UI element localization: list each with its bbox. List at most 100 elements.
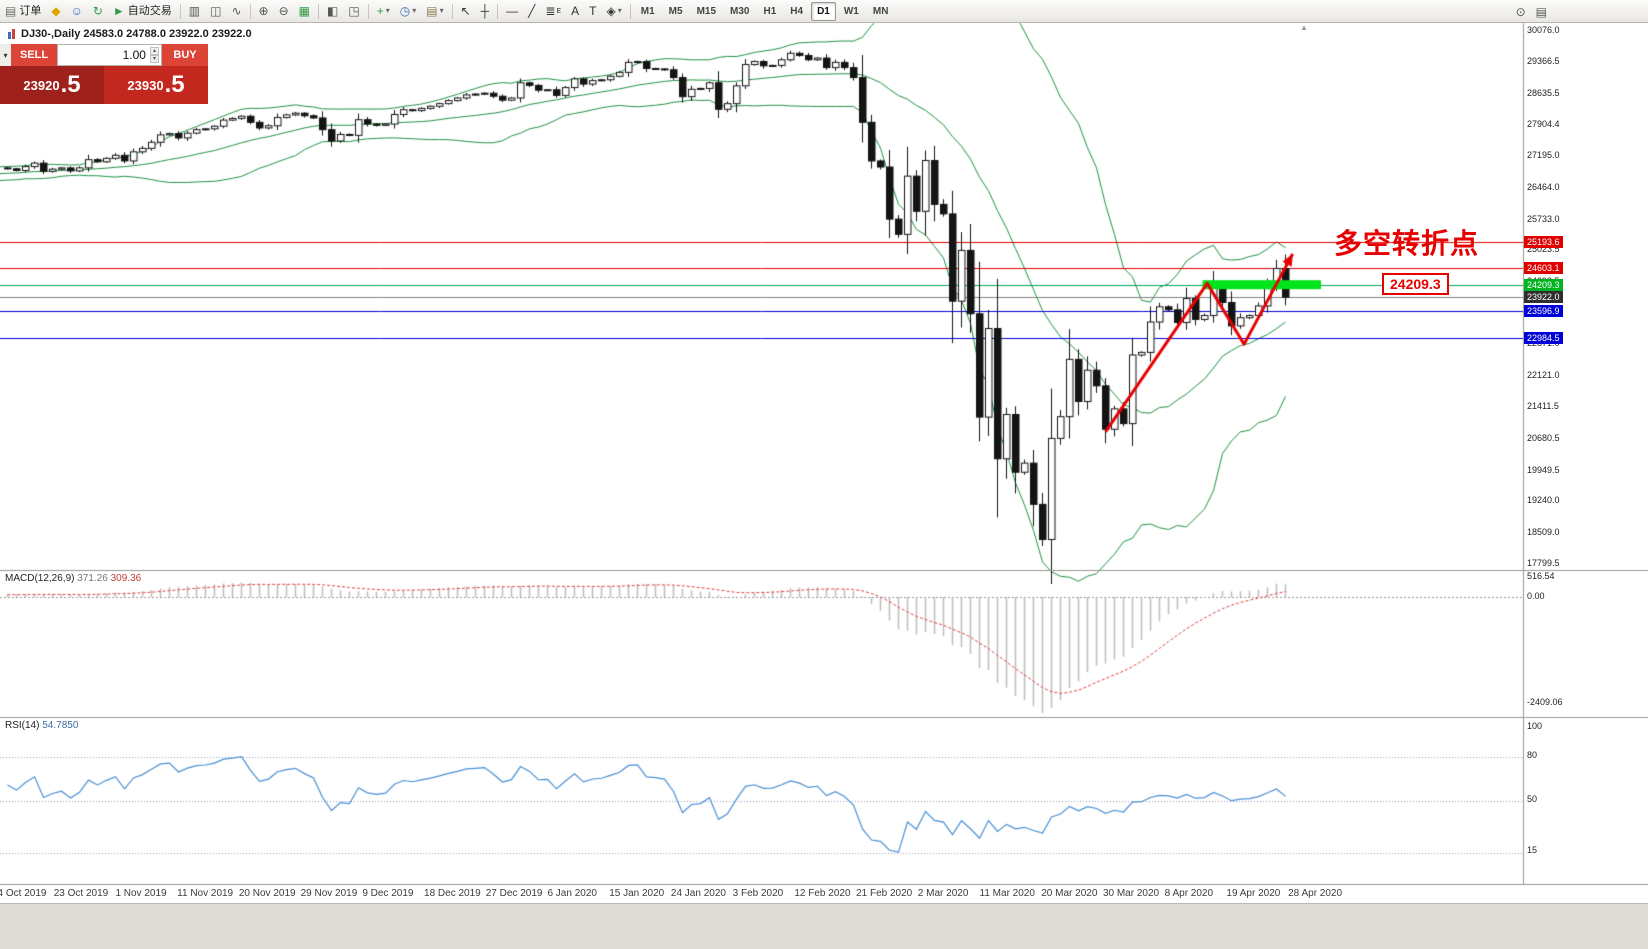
date-axis-label: 2 Mar 2020 xyxy=(917,888,969,899)
timeframe-mn-button[interactable]: MN xyxy=(872,5,889,17)
price-axis-tick: 19949.5 xyxy=(1527,464,1560,475)
arrange-windows-button[interactable]: ◧ xyxy=(323,1,342,22)
zoom-out-button[interactable]: ⊖ xyxy=(275,1,293,22)
cursor-icon: ↖ xyxy=(460,4,471,18)
line-chart-icon: ∿ xyxy=(231,4,242,18)
order-doc-icon: ▤ xyxy=(5,4,17,18)
timeframe-h1-button[interactable]: H1 xyxy=(763,5,777,17)
date-axis-label: 21 Feb 2020 xyxy=(856,888,913,899)
rsi-indicator-label: RSI(14) 54.7850 xyxy=(5,720,78,731)
timeframe-m15-button[interactable]: M15 xyxy=(696,5,717,17)
workspace-icon: ▤ xyxy=(1535,4,1547,19)
market-watch-button[interactable]: ◆ xyxy=(47,1,64,22)
date-axis-label: 19 Apr 2020 xyxy=(1226,888,1281,899)
text-tool-button[interactable]: A xyxy=(567,1,583,22)
label-icon: T xyxy=(589,4,597,18)
workspace-button[interactable]: ▤ xyxy=(1532,1,1551,22)
refresh-icon: ↻ xyxy=(92,4,103,18)
cascade-windows-button[interactable]: ◳ xyxy=(344,1,363,22)
timeframe-h4-button[interactable]: H4 xyxy=(790,5,804,17)
toolbar-separator xyxy=(367,3,369,19)
horizontal-line-button[interactable]: — xyxy=(502,1,522,22)
timeframe-m5-button[interactable]: M5 xyxy=(668,5,683,17)
horizontal-line-icon: — xyxy=(506,4,519,18)
period-button[interactable]: ◷ ▾ xyxy=(396,1,421,22)
toolbar-separator xyxy=(451,3,453,19)
price-axis-tick: 22121.0 xyxy=(1527,370,1560,381)
tile-windows-button[interactable]: ▦ xyxy=(295,1,314,22)
price-level-label[interactable]: 24209.3 xyxy=(1524,278,1563,291)
play-icon: ► xyxy=(112,4,125,18)
date-axis-label: 3 Feb 2020 xyxy=(732,888,784,899)
price-level-label[interactable]: 25193.6 xyxy=(1524,235,1563,248)
add-indicator-button[interactable]: + ▾ xyxy=(373,1,394,22)
price-axis-tick: 17799.5 xyxy=(1527,558,1560,568)
refresh-button[interactable]: ↻ xyxy=(89,1,107,22)
shapes-button[interactable]: ◈ ▾ xyxy=(603,1,626,22)
trendline-button[interactable]: ╱ xyxy=(524,1,539,22)
one-click-trading-panel: ▾ SELL 1.00 ▴ ▾ BUY 23920.5 23930.5 xyxy=(0,44,208,104)
buy-price-main: 23930 xyxy=(127,77,164,93)
zoom-in-button[interactable]: ⊕ xyxy=(255,1,273,22)
new-order-button[interactable]: ▤ 订单 xyxy=(1,1,45,22)
rsi-value: 54.7850 xyxy=(42,720,79,731)
sell-price-button[interactable]: 23920.5 xyxy=(0,66,104,104)
price-level-label[interactable]: 24603.1 xyxy=(1524,261,1563,274)
date-axis-label: 15 Jan 2020 xyxy=(609,888,665,899)
date-axis-label: 14 Oct 2019 xyxy=(0,888,47,899)
auto-trading-button-label: 自动交易 xyxy=(127,4,172,17)
timeframe-m1-button[interactable]: M1 xyxy=(640,5,655,17)
volume-down-icon[interactable]: ▾ xyxy=(149,55,159,63)
macd-indicator-label: MACD(12,26,9) 371.26 309.36 xyxy=(5,573,141,584)
price-level-label[interactable]: 23922.0 xyxy=(1524,291,1563,304)
label-tool-button[interactable]: T xyxy=(585,1,600,22)
timeframe-w1-button[interactable]: W1 xyxy=(843,5,859,17)
crosshair-button[interactable]: ┼ xyxy=(477,1,494,22)
clock-icon: ◷ xyxy=(399,4,411,18)
timeframe-m30-button[interactable]: M30 xyxy=(730,5,750,17)
macd-axis-label: 0.00 xyxy=(1527,591,1545,601)
zoom-out-icon: ⊖ xyxy=(278,4,289,18)
line-chart-button[interactable]: ∿ xyxy=(227,1,245,22)
date-axis-label: 23 Oct 2019 xyxy=(53,888,109,899)
bar-chart-button[interactable]: ▥ xyxy=(185,1,204,22)
macd-signal-value: 309.36 xyxy=(110,573,142,584)
toolbar-separator xyxy=(179,3,181,19)
date-axis-label: 1 Nov 2019 xyxy=(115,888,167,899)
search-button[interactable]: ⊙ xyxy=(1512,1,1530,22)
volume-input[interactable]: 1.00 ▴ ▾ xyxy=(57,44,162,66)
date-axis-label: 11 Nov 2019 xyxy=(177,888,234,899)
price-axis-tick: 25023.5 xyxy=(1527,244,1560,255)
candlestick-chart-button[interactable]: ◫ xyxy=(206,1,225,22)
sell-button[interactable]: SELL xyxy=(11,44,57,66)
price-axis-tick: 29366.5 xyxy=(1527,55,1560,66)
auto-trading-button[interactable]: ► 自动交易 xyxy=(109,1,176,22)
collapse-panel-icon[interactable]: ▾ xyxy=(0,44,11,66)
cursor-button[interactable]: ↖ xyxy=(457,1,475,22)
chart-shift-marker[interactable]: ▲ xyxy=(1300,23,1308,32)
chevron-down-icon: ▾ xyxy=(617,6,622,15)
date-axis-label: 8 Apr 2020 xyxy=(1164,888,1214,899)
date-axis-label: 12 Feb 2020 xyxy=(794,888,851,899)
price-level-label[interactable]: 23596.9 xyxy=(1524,305,1563,318)
profile-button[interactable]: ☺ xyxy=(67,1,87,22)
price-axis-tick: 26464.0 xyxy=(1527,181,1560,192)
candlestick-chart-icon: ◫ xyxy=(210,4,222,18)
profile-icon: ☺ xyxy=(70,4,83,18)
buy-price-button[interactable]: 23930.5 xyxy=(104,66,208,104)
price-axis-tick: 25733.0 xyxy=(1527,213,1560,224)
price-level-label[interactable]: 22984.5 xyxy=(1524,331,1563,344)
channel-button[interactable]: ≣ E xyxy=(541,1,565,22)
symbol-ohlc-text: DJ30-,Daily 24583.0 24788.0 23922.0 2392… xyxy=(21,28,252,40)
timeframe-d1-button[interactable]: D1 xyxy=(811,1,836,21)
search-icon: ⊙ xyxy=(1515,4,1526,19)
rsi-name: RSI(14) xyxy=(5,720,40,731)
template-button[interactable]: ▤ ▾ xyxy=(422,1,447,22)
shapes-icon: ◈ xyxy=(606,4,616,18)
volume-up-icon[interactable]: ▴ xyxy=(149,47,159,55)
buy-button[interactable]: BUY xyxy=(162,44,208,66)
price-tag-label: 24209.3 xyxy=(1382,273,1449,295)
new-order-button-label: 订单 xyxy=(19,4,42,17)
arrange-windows-icon: ◧ xyxy=(327,4,339,18)
